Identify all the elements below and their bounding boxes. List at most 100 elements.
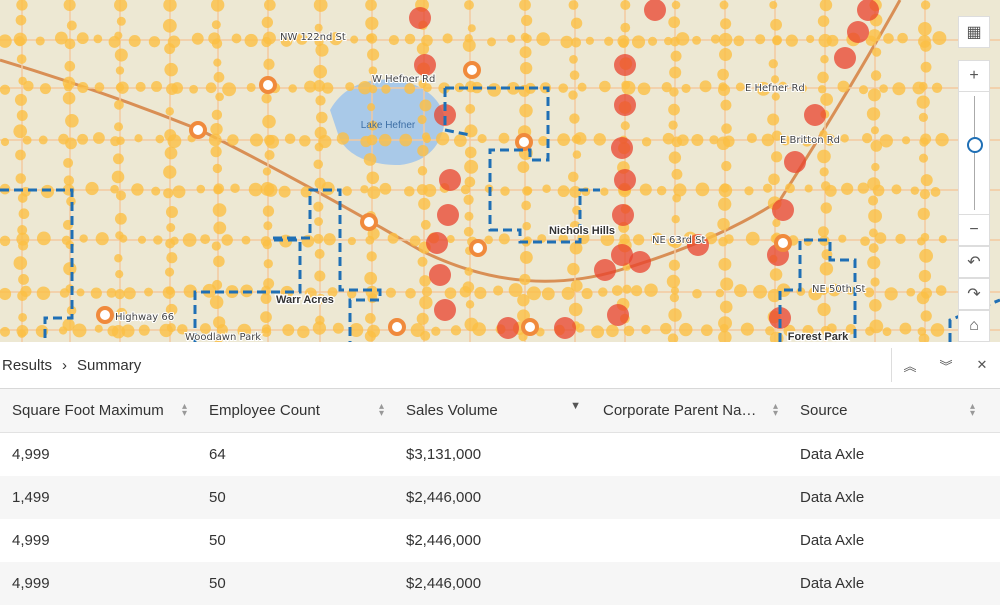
- zoom-slider[interactable]: [958, 92, 990, 214]
- dot: [484, 235, 493, 245]
- dot: [558, 83, 569, 93]
- zoom-out[interactable]: −: [958, 214, 990, 246]
- dot: [263, 183, 278, 197]
- dot: [668, 120, 678, 130]
- dot: [600, 187, 609, 196]
- slider-track: [974, 96, 975, 210]
- dot: [687, 234, 709, 256]
- dot: [918, 112, 929, 122]
- table-body: 4,999 64 $3,131,000 Data Axle 1,499 50 $2,446,…: [0, 433, 1000, 605]
- dot: [870, 70, 882, 81]
- zoom-in[interactable]: +: [958, 60, 990, 92]
- dot: [131, 183, 144, 196]
- dot: [177, 324, 188, 335]
- dot: [519, 251, 533, 264]
- dot: [837, 80, 850, 93]
- table-cell: 4,999: [12, 446, 50, 463]
- dot: [59, 288, 70, 298]
- dot: [358, 80, 372, 95]
- dot: [410, 323, 425, 338]
- dot: [765, 326, 775, 336]
- dot: [700, 324, 713, 337]
- dot: [65, 113, 79, 128]
- dot: [323, 233, 336, 246]
- dot: [417, 145, 429, 157]
- dot: [864, 287, 875, 298]
- dot: [16, 232, 30, 246]
- redo-button[interactable]: ↷: [958, 278, 990, 310]
- dot: [699, 80, 712, 93]
- dot: [378, 133, 392, 147]
- dot: [869, 299, 882, 312]
- map[interactable]: Lake Hefner Warr Acres Nichols Hills For…: [0, 0, 1000, 342]
- dot: [327, 287, 338, 298]
- lake: [330, 79, 445, 165]
- dot: [498, 132, 510, 144]
- dot: [569, 241, 583, 255]
- dot: [249, 133, 263, 147]
- dot: [661, 81, 672, 93]
- dot: [94, 324, 103, 333]
- dot: [718, 197, 732, 211]
- dot: [721, 160, 732, 172]
- dot: [920, 174, 933, 187]
- dot: [419, 275, 431, 287]
- dot: [632, 234, 645, 246]
- dot: [868, 209, 883, 223]
- dot: [919, 189, 931, 200]
- slider-thumb[interactable]: [967, 137, 983, 153]
- dot: [918, 22, 932, 36]
- dot: [734, 284, 747, 298]
- dot: [431, 326, 441, 336]
- dot: [420, 219, 431, 230]
- table-cell: [591, 519, 788, 562]
- table-cell: [985, 433, 1000, 477]
- collapse-button[interactable]: ︾: [939, 358, 953, 374]
- dot: [621, 80, 636, 95]
- home-button[interactable]: ⌂: [958, 310, 990, 342]
- map-label: Highway 66: [115, 312, 174, 323]
- qr-button[interactable]: ▦: [958, 16, 990, 48]
- dot: [72, 323, 87, 338]
- dot: [464, 159, 479, 174]
- dot: [314, 217, 324, 226]
- marker: [469, 239, 487, 257]
- undo-button[interactable]: ↶: [958, 246, 990, 278]
- expand-button[interactable]: ︽: [903, 358, 917, 374]
- dot: [213, 71, 225, 83]
- dot: [288, 84, 297, 93]
- dot: [861, 133, 873, 144]
- dot: [388, 34, 400, 46]
- dot: [669, 293, 679, 303]
- dot: [0, 287, 12, 301]
- column-header[interactable]: Square Foot Maximum ▴ ▾: [0, 389, 197, 433]
- dot: [405, 288, 416, 299]
- dot: [668, 259, 680, 271]
- dot: [379, 182, 392, 195]
- table-cell: Data Axle: [788, 476, 985, 519]
- dot: [246, 82, 256, 92]
- dot: [419, 99, 432, 112]
- column-header[interactable]: Source ▴ ▾: [788, 389, 985, 433]
- dot: [668, 151, 682, 164]
- close-button[interactable]: ✕: [976, 357, 988, 372]
- column-header[interactable]: Corporate Parent Na… ▴ ▾: [591, 389, 788, 433]
- dot: [733, 35, 745, 47]
- dot: [507, 34, 516, 43]
- dot: [404, 186, 415, 197]
- dot: [76, 32, 89, 45]
- column-header[interactable]: Sales Volume ▼: [394, 389, 591, 433]
- column-header[interactable]: Employee Count ▴ ▾: [197, 389, 394, 433]
- dot: [230, 183, 240, 193]
- dot: [722, 135, 735, 148]
- dot: [681, 83, 691, 93]
- dot: [845, 286, 855, 295]
- breadcrumb-item[interactable]: Results: [2, 356, 53, 374]
- dot: [477, 134, 487, 144]
- dot: [594, 259, 616, 281]
- dot: [404, 83, 416, 94]
- dot: [577, 82, 587, 92]
- dot: [165, 205, 178, 218]
- dot: [58, 326, 68, 335]
- dot: [560, 35, 573, 49]
